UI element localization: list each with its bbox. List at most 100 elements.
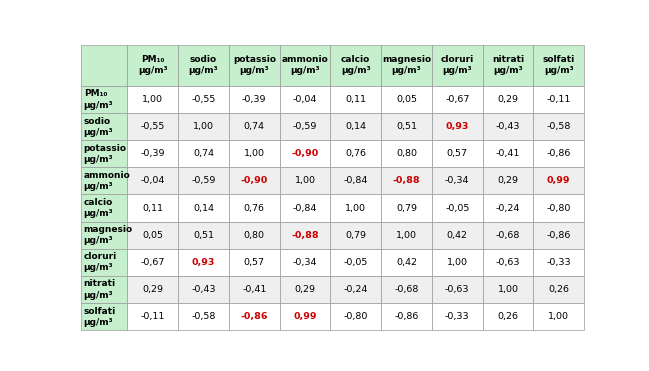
Bar [280, 303, 330, 330]
Text: 1,00: 1,00 [244, 149, 265, 158]
Bar [432, 303, 483, 330]
Text: sodio
µg/m³: sodio µg/m³ [189, 55, 218, 75]
Text: solfati
µg/m³: solfati µg/m³ [543, 55, 575, 75]
Bar [229, 276, 280, 303]
Text: PM₁₀
µg/m³: PM₁₀ µg/m³ [138, 55, 167, 75]
Text: potassio
µg/m³: potassio µg/m³ [233, 55, 276, 75]
Bar [381, 249, 432, 276]
Bar [178, 86, 229, 113]
Bar [432, 167, 483, 194]
Bar [81, 86, 127, 113]
Text: -0,59: -0,59 [293, 122, 317, 131]
Text: -0,11: -0,11 [141, 312, 165, 321]
Bar [483, 113, 533, 140]
Bar [127, 167, 178, 194]
Text: 0,51: 0,51 [396, 122, 417, 131]
Text: -0,05: -0,05 [343, 258, 368, 267]
Text: 0,11: 0,11 [142, 204, 164, 213]
Text: calcio
µg/m³: calcio µg/m³ [84, 198, 114, 218]
Bar [280, 140, 330, 167]
Bar [330, 113, 381, 140]
Text: 0,26: 0,26 [498, 312, 519, 321]
Bar [127, 276, 178, 303]
Text: 1,00: 1,00 [295, 177, 315, 186]
Text: 0,26: 0,26 [548, 285, 569, 294]
Text: -0,86: -0,86 [546, 231, 571, 240]
Bar [280, 86, 330, 113]
Text: 0,99: 0,99 [547, 177, 570, 186]
Text: -0,33: -0,33 [546, 258, 571, 267]
Bar [81, 140, 127, 167]
Text: 0,51: 0,51 [193, 231, 214, 240]
Bar [432, 113, 483, 140]
Text: ammonio
µg/m³: ammonio µg/m³ [84, 171, 130, 191]
Text: 0,57: 0,57 [447, 149, 468, 158]
Text: 0,76: 0,76 [345, 149, 366, 158]
Bar [178, 194, 229, 221]
Text: 1,00: 1,00 [345, 204, 366, 213]
Bar [432, 194, 483, 221]
Text: 0,14: 0,14 [345, 122, 366, 131]
Text: -0,59: -0,59 [191, 177, 215, 186]
Text: -0,58: -0,58 [546, 122, 571, 131]
Bar [483, 194, 533, 221]
Bar [432, 221, 483, 249]
Bar [533, 86, 584, 113]
Text: cloruri
µg/m³: cloruri µg/m³ [84, 252, 117, 272]
Bar [229, 249, 280, 276]
Bar [533, 276, 584, 303]
Bar [229, 113, 280, 140]
Text: -0,88: -0,88 [291, 231, 319, 240]
Text: -0,41: -0,41 [242, 285, 267, 294]
Bar [533, 45, 584, 86]
Bar [280, 194, 330, 221]
Text: -0,90: -0,90 [291, 149, 319, 158]
Text: 0,79: 0,79 [345, 231, 366, 240]
Bar [381, 221, 432, 249]
Text: -0,43: -0,43 [191, 285, 215, 294]
Text: -0,33: -0,33 [445, 312, 469, 321]
Text: 0,74: 0,74 [244, 122, 265, 131]
Text: sodio
µg/m³: sodio µg/m³ [84, 116, 114, 137]
Text: -0,58: -0,58 [191, 312, 215, 321]
Bar [330, 194, 381, 221]
Bar [483, 303, 533, 330]
Text: -0,63: -0,63 [496, 258, 520, 267]
Bar [229, 45, 280, 86]
Bar [229, 303, 280, 330]
Bar [229, 140, 280, 167]
Bar [533, 140, 584, 167]
Bar [533, 113, 584, 140]
Text: -0,04: -0,04 [293, 95, 317, 104]
Bar [280, 113, 330, 140]
Text: -0,39: -0,39 [141, 149, 165, 158]
Text: -0,84: -0,84 [343, 177, 368, 186]
Text: magnesio
µg/m³: magnesio µg/m³ [84, 225, 133, 245]
Text: 0,76: 0,76 [244, 204, 265, 213]
Text: 1,00: 1,00 [396, 231, 417, 240]
Bar [381, 86, 432, 113]
Text: 1,00: 1,00 [193, 122, 214, 131]
Text: nitrati
µg/m³: nitrati µg/m³ [492, 55, 524, 75]
Bar [432, 249, 483, 276]
Bar [330, 45, 381, 86]
Bar [81, 221, 127, 249]
Text: -0,80: -0,80 [546, 204, 571, 213]
Bar [330, 249, 381, 276]
Text: -0,63: -0,63 [445, 285, 469, 294]
Bar [127, 140, 178, 167]
Text: -0,86: -0,86 [395, 312, 419, 321]
Bar [533, 167, 584, 194]
Text: -0,24: -0,24 [343, 285, 368, 294]
Text: 1,00: 1,00 [142, 95, 164, 104]
Bar [381, 167, 432, 194]
Text: -0,67: -0,67 [141, 258, 165, 267]
Text: 0,74: 0,74 [193, 149, 214, 158]
Bar [81, 249, 127, 276]
Text: 0,80: 0,80 [244, 231, 265, 240]
Text: -0,04: -0,04 [141, 177, 165, 186]
Bar [330, 276, 381, 303]
Text: 0,05: 0,05 [396, 95, 417, 104]
Bar [127, 45, 178, 86]
Text: 0,29: 0,29 [498, 95, 519, 104]
